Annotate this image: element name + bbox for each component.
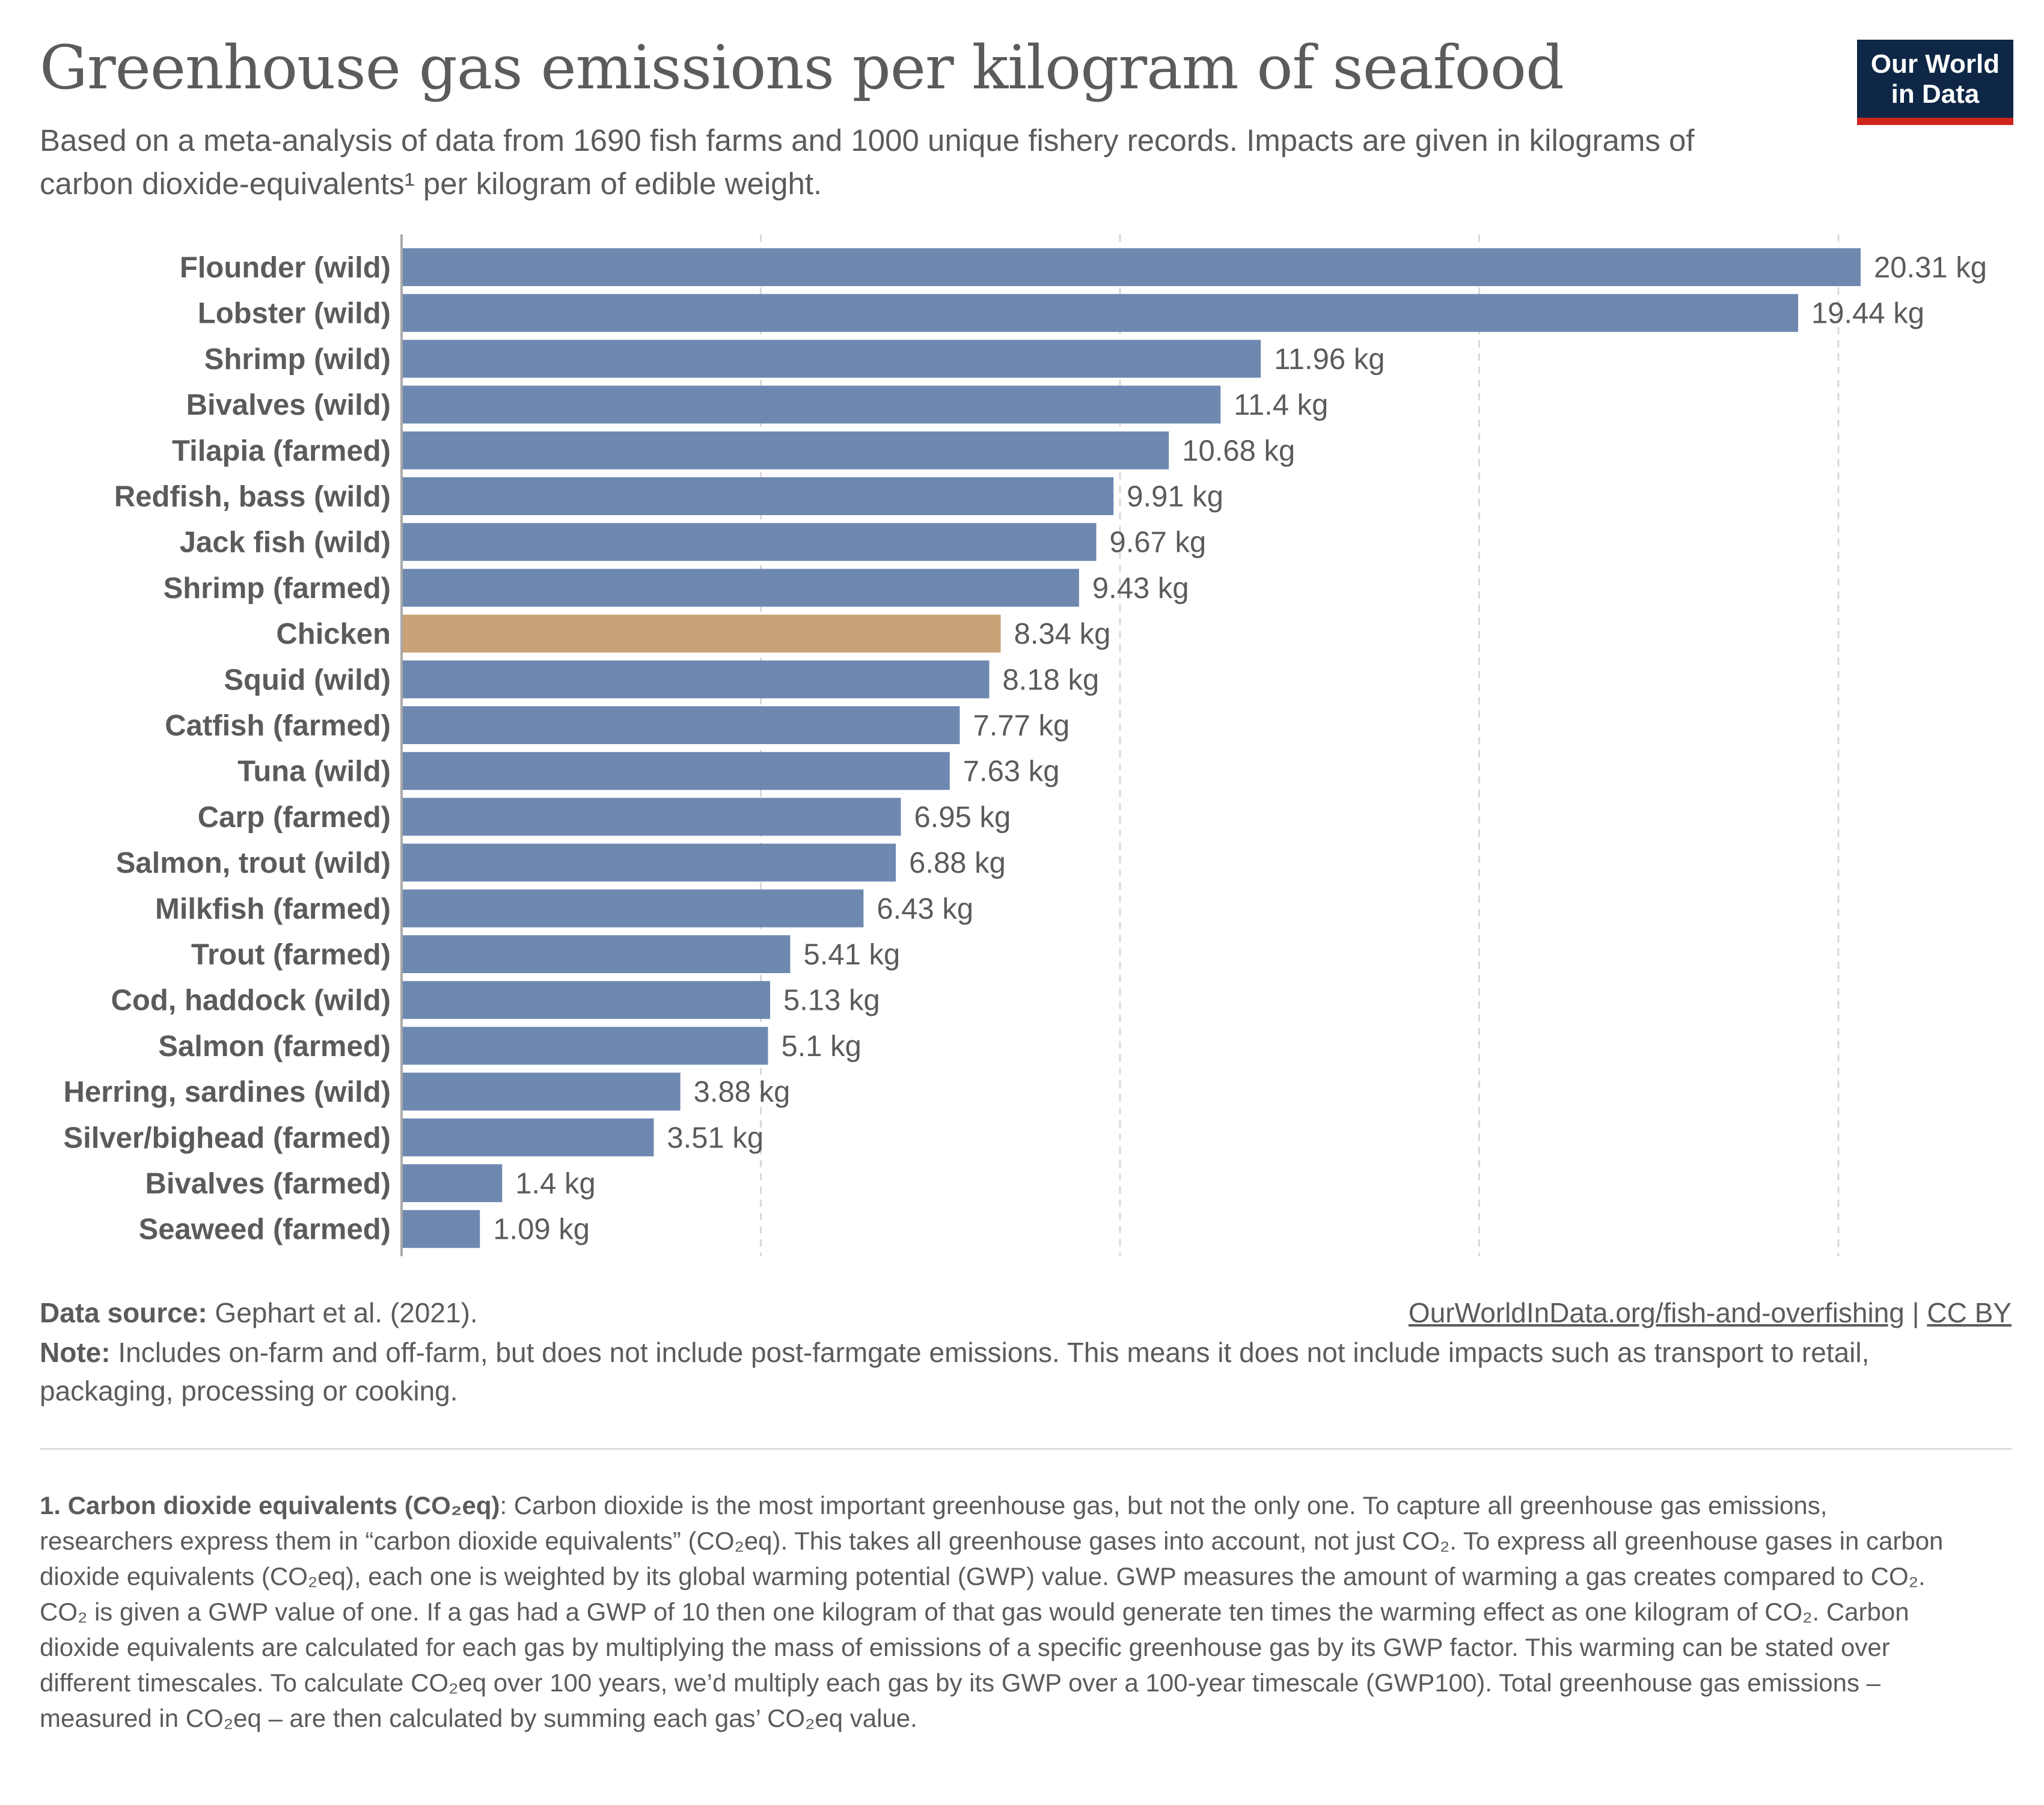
category-label: Seaweed (farmed)	[139, 1214, 391, 1246]
bar	[403, 477, 1114, 515]
category-label: Trout (farmed)	[191, 939, 391, 971]
link-separator: |	[1904, 1297, 1927, 1328]
category-label: Salmon, trout (wild)	[116, 847, 391, 879]
value-label: 9.67 kg	[1110, 527, 1207, 559]
bar	[403, 843, 896, 882]
chart-note: Note: Includes on-farm and off-farm, but…	[40, 1333, 1963, 1410]
data-source: Data source: Gephart et al. (2021).	[40, 1293, 2012, 1332]
category-label: Salmon (farmed)	[158, 1030, 391, 1063]
bar	[403, 294, 1799, 332]
bar	[403, 798, 901, 836]
value-label: 7.77 kg	[973, 710, 1069, 742]
category-label: Tuna (wild)	[237, 756, 391, 788]
bar	[403, 248, 1861, 286]
footnote-label: 1. Carbon dioxide equivalents (CO₂eq)	[40, 1491, 500, 1519]
value-label: 3.88 kg	[694, 1076, 791, 1108]
bar	[403, 340, 1261, 378]
value-label: 5.41 kg	[803, 939, 900, 971]
owid-url-link[interactable]: OurWorldInData.org/fish-and-overfishing	[1408, 1297, 1905, 1328]
value-label: 9.43 kg	[1092, 572, 1189, 605]
category-label: Milkfish (farmed)	[155, 893, 391, 925]
data-source-text: Gephart et al. (2021).	[207, 1297, 478, 1328]
category-label: Flounder (wild)	[180, 252, 391, 284]
bar	[403, 431, 1169, 469]
logo-line-1: Our World	[1870, 49, 2000, 79]
bar	[403, 1118, 654, 1156]
data-source-label: Data source:	[40, 1297, 207, 1328]
category-label: Cod, haddock (wild)	[111, 985, 391, 1017]
category-label: Bivalves (wild)	[186, 389, 391, 421]
category-label: Squid (wild)	[224, 664, 391, 696]
value-label: 3.51 kg	[667, 1122, 763, 1154]
bar	[403, 889, 864, 927]
chart-subtitle: Based on a meta-analysis of data from 16…	[40, 123, 1695, 201]
category-label: Tilapia (farmed)	[172, 435, 391, 467]
value-label: 1.4 kg	[515, 1168, 595, 1200]
bar-chart: Flounder (wild) 20.31 kg Lobster (wild) 19.…	[63, 234, 1987, 1256]
value-label: 11.96 kg	[1274, 343, 1385, 376]
value-label: 6.88 kg	[909, 847, 1006, 879]
value-label: 5.13 kg	[783, 985, 880, 1017]
category-label: Carp (farmed)	[198, 801, 391, 834]
chart-title: Greenhouse gas emissions per kilogram of…	[40, 32, 1564, 103]
footnote-text: : Carbon dioxide is the most important g…	[40, 1491, 1944, 1732]
bar	[403, 614, 1001, 653]
license-link[interactable]: CC BY	[1927, 1297, 2012, 1328]
category-label: Silver/bighead (farmed)	[63, 1122, 391, 1154]
logo-line-2: in Data	[1891, 79, 1980, 109]
footer-divider	[40, 1448, 2012, 1450]
bar	[403, 1027, 768, 1065]
value-label: 8.18 kg	[1002, 664, 1099, 696]
value-label: 11.4 kg	[1234, 389, 1328, 421]
value-label: 6.43 kg	[877, 893, 973, 925]
bar	[403, 1210, 480, 1248]
value-label: 5.1 kg	[781, 1030, 861, 1063]
bar	[403, 660, 990, 698]
bar	[403, 981, 771, 1019]
category-label: Jack fish (wild)	[180, 527, 391, 559]
value-label: 7.63 kg	[963, 756, 1060, 788]
bar	[403, 523, 1097, 561]
category-label: Redfish, bass (wild)	[114, 481, 391, 513]
note-label: Note:	[40, 1337, 111, 1368]
category-label: Herring, sardines (wild)	[63, 1076, 391, 1108]
bar	[403, 752, 950, 790]
value-label: 8.34 kg	[1014, 618, 1111, 650]
value-label: 20.31 kg	[1874, 252, 1987, 284]
value-label: 1.09 kg	[493, 1214, 590, 1246]
category-label: Chicken	[276, 618, 391, 650]
category-label: Lobster (wild)	[198, 298, 391, 330]
value-label: 9.91 kg	[1127, 481, 1223, 513]
bar	[403, 569, 1079, 607]
category-label: Catfish (farmed)	[165, 710, 391, 742]
source-links: OurWorldInData.org/fish-and-overfishing …	[1409, 1293, 2012, 1332]
category-label: Shrimp (farmed)	[164, 572, 391, 605]
bar	[403, 935, 791, 973]
bar	[403, 1164, 503, 1202]
footnote: 1. Carbon dioxide equivalents (CO₂eq): C…	[40, 1488, 1963, 1736]
owid-logo[interactable]: Our World in Data	[1857, 40, 2013, 125]
bar	[403, 385, 1221, 424]
value-label: 6.95 kg	[914, 801, 1011, 834]
bar	[403, 1072, 681, 1111]
note-text: Includes on-farm and off-farm, but does …	[40, 1337, 1870, 1406]
value-label: 19.44 kg	[1811, 298, 1924, 330]
category-label: Shrimp (wild)	[204, 343, 391, 376]
bar	[403, 706, 960, 744]
value-label: 10.68 kg	[1182, 435, 1295, 467]
category-label: Bivalves (farmed)	[145, 1168, 391, 1200]
